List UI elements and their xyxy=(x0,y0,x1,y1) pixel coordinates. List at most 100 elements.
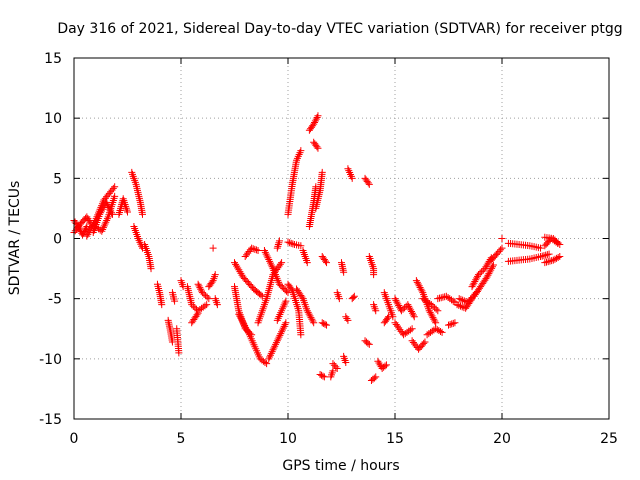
data-point xyxy=(459,296,467,304)
data-point xyxy=(420,339,428,347)
data-point xyxy=(498,244,506,252)
data-point xyxy=(103,215,111,223)
data-point xyxy=(273,337,281,345)
data-point xyxy=(446,321,454,329)
data-point xyxy=(410,313,418,321)
x-tick-label: 0 xyxy=(70,431,79,447)
data-point xyxy=(464,298,472,306)
data-point xyxy=(332,363,340,371)
data-point xyxy=(554,239,562,247)
axis-ticks xyxy=(73,57,610,420)
data-point xyxy=(175,349,183,357)
data-point xyxy=(329,367,337,375)
data-point xyxy=(257,291,265,299)
data-point xyxy=(310,319,318,327)
data-point xyxy=(147,265,155,273)
data-point xyxy=(364,179,372,187)
data-point xyxy=(376,361,384,369)
data-point xyxy=(265,355,273,363)
data-point xyxy=(205,295,213,303)
data-point xyxy=(249,245,257,253)
data-point xyxy=(482,263,490,271)
data-point xyxy=(261,358,269,366)
data-point xyxy=(260,247,268,255)
data-point xyxy=(457,295,465,303)
data-point xyxy=(103,216,111,224)
data-point xyxy=(418,287,426,295)
data-point xyxy=(372,373,380,381)
data-point xyxy=(248,244,256,252)
data-point xyxy=(261,248,269,256)
y-tick-label: 0 xyxy=(53,232,62,248)
data-point xyxy=(364,339,372,347)
data-point xyxy=(272,339,280,347)
data-point xyxy=(432,305,440,313)
data-point xyxy=(431,317,439,325)
data-point xyxy=(497,246,505,254)
data-point xyxy=(251,245,259,253)
data-point xyxy=(272,340,280,348)
y-tick-label: 5 xyxy=(53,171,62,187)
data-point xyxy=(384,314,392,322)
data-point xyxy=(455,301,463,309)
data-point xyxy=(274,242,282,250)
y-tick-labels: -15 -10 -5 0 5 10 15 xyxy=(39,51,62,428)
data-point xyxy=(311,117,319,125)
data-point xyxy=(427,301,435,309)
data-point xyxy=(495,247,503,255)
data-point xyxy=(278,326,286,334)
data-point xyxy=(263,360,271,368)
data-point xyxy=(100,222,108,230)
data-point xyxy=(481,265,489,273)
data-point xyxy=(429,302,437,310)
data-point xyxy=(109,184,117,192)
data-point xyxy=(398,329,406,337)
data-point xyxy=(138,210,146,218)
data-point xyxy=(268,348,276,356)
data-point xyxy=(344,316,352,324)
data-point xyxy=(271,342,279,350)
data-point xyxy=(274,241,282,249)
data-point xyxy=(467,295,475,303)
data-point xyxy=(252,246,260,254)
data-point xyxy=(287,239,295,247)
data-point xyxy=(101,220,109,228)
data-point xyxy=(551,255,559,263)
data-point xyxy=(262,250,270,258)
data-point xyxy=(545,250,553,258)
data-point xyxy=(320,373,328,381)
data-point xyxy=(231,259,238,267)
x-tick-label: 10 xyxy=(279,431,297,447)
data-point xyxy=(282,297,290,305)
data-point xyxy=(330,361,338,369)
data-point xyxy=(478,268,486,276)
data-point xyxy=(235,266,243,274)
data-point xyxy=(234,264,242,272)
data-point xyxy=(283,287,291,295)
x-tick-label: 15 xyxy=(386,431,404,447)
data-point xyxy=(266,353,274,361)
data-point xyxy=(449,319,457,327)
data-point xyxy=(314,144,322,152)
data-point xyxy=(319,372,327,380)
data-point xyxy=(194,280,202,288)
data-point xyxy=(281,321,289,329)
data-point xyxy=(83,213,91,221)
data-point xyxy=(321,320,329,328)
data-point xyxy=(278,259,286,267)
data-point xyxy=(81,226,89,234)
y-axis-title: SDTVAR / TECUs xyxy=(7,181,23,296)
data-point xyxy=(197,285,205,293)
data-point xyxy=(237,269,245,277)
data-point xyxy=(318,371,326,379)
data-point xyxy=(323,259,331,267)
data-point xyxy=(432,325,440,333)
data-point xyxy=(232,260,240,268)
data-point xyxy=(553,254,561,262)
data-point xyxy=(433,326,441,334)
data-point xyxy=(448,320,456,328)
data-point xyxy=(537,244,545,252)
data-point xyxy=(273,244,281,252)
data-point xyxy=(189,302,197,310)
data-point xyxy=(551,236,559,244)
